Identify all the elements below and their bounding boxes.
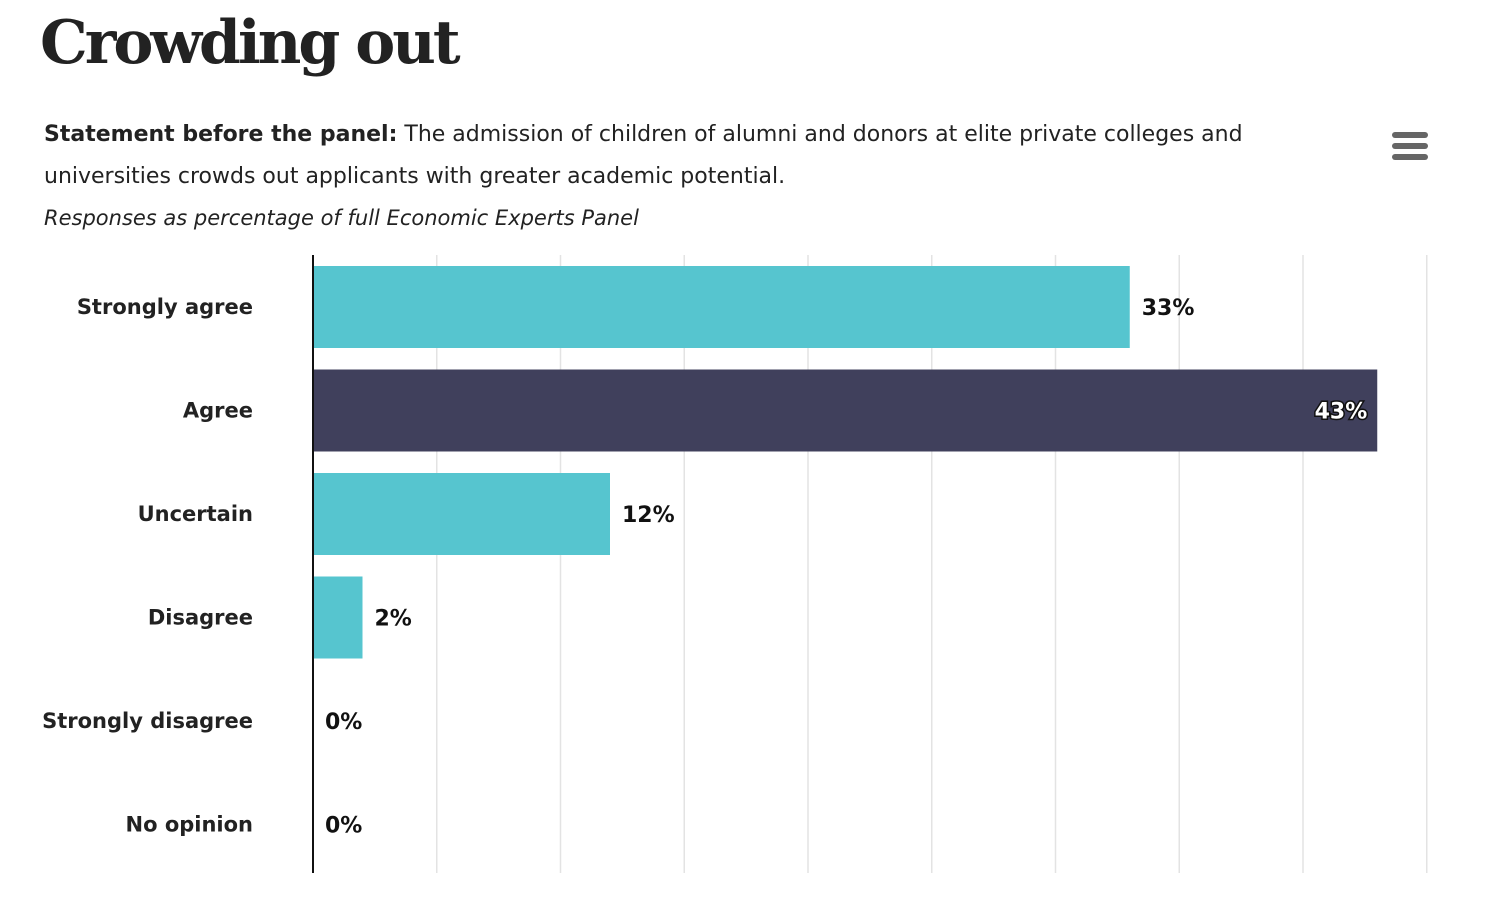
statement-text: The admission of children of alumni and … (44, 122, 1243, 189)
value-label: 12% (622, 503, 675, 528)
value-label: 2% (375, 607, 412, 632)
chart-subtitle: Responses as percentage of full Economic… (44, 206, 639, 230)
category-label: Disagree (148, 606, 253, 630)
value-label: 0% (325, 710, 362, 735)
category-label: Strongly agree (77, 295, 253, 319)
bar (313, 369, 1378, 452)
bar (313, 576, 363, 659)
statement-lead: Statement before the panel: (44, 122, 398, 147)
value-label: 43% (1315, 400, 1368, 425)
category-label: Strongly disagree (42, 709, 253, 733)
panel-statement: Statement before the panel: The admissio… (44, 114, 1264, 198)
bar (313, 473, 610, 555)
bar (313, 266, 1130, 348)
category-label: Agree (183, 399, 253, 423)
category-label: No opinion (126, 813, 254, 837)
chart-title: Crowding out (40, 8, 461, 78)
value-label: 0% (325, 814, 362, 839)
value-label: 33% (1142, 296, 1195, 321)
bar-chart: Strongly agree 33% Agree 43% Uncertain 12% Dis… (42, 255, 1428, 873)
hamburger-menu-icon[interactable] (1390, 132, 1430, 162)
category-label: Uncertain (138, 502, 253, 526)
